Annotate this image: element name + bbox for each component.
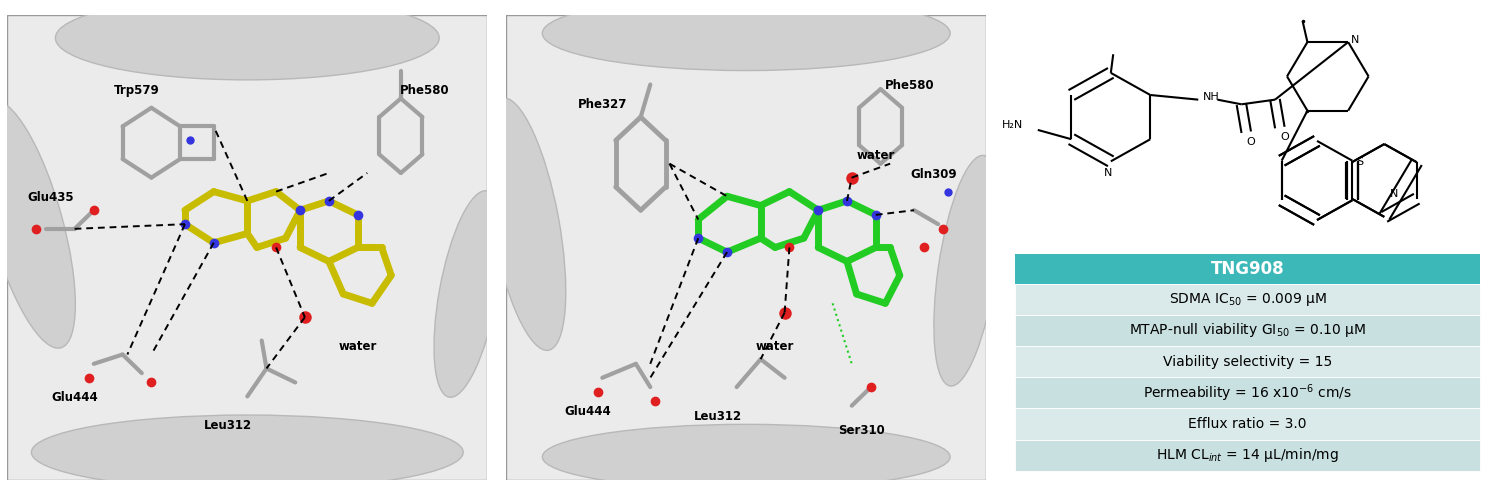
- Ellipse shape: [0, 100, 76, 348]
- Text: O: O: [1247, 137, 1256, 147]
- Text: Phe327: Phe327: [577, 98, 626, 111]
- Text: Permeability = 16 x10$^{-6}$ cm/s: Permeability = 16 x10$^{-6}$ cm/s: [1143, 382, 1353, 404]
- Text: Viability selectivity = 15: Viability selectivity = 15: [1164, 355, 1332, 368]
- Bar: [1015, 409, 1481, 440]
- Text: N: N: [1104, 168, 1113, 178]
- Ellipse shape: [934, 155, 1000, 386]
- Text: water: water: [857, 149, 894, 162]
- Bar: [1015, 284, 1481, 315]
- Text: SDMA IC$_{50}$ = 0.009 μM: SDMA IC$_{50}$ = 0.009 μM: [1168, 291, 1327, 308]
- Text: MTAP-null viability GI$_{50}$ = 0.10 μM: MTAP-null viability GI$_{50}$ = 0.10 μM: [1129, 321, 1366, 340]
- Ellipse shape: [434, 191, 501, 397]
- Text: N: N: [1390, 190, 1399, 199]
- Text: HLM CL$_{int}$ = 14 μL/min/mg: HLM CL$_{int}$ = 14 μL/min/mg: [1156, 446, 1339, 465]
- Text: O: O: [1280, 132, 1289, 142]
- Text: Phe580: Phe580: [884, 79, 934, 92]
- Text: Gln309: Gln309: [911, 168, 957, 181]
- Text: Trp579: Trp579: [115, 84, 159, 97]
- Text: S: S: [1357, 157, 1364, 167]
- Text: TNG908: TNG908: [1211, 260, 1284, 278]
- Text: Leu312: Leu312: [204, 419, 251, 432]
- Ellipse shape: [542, 424, 951, 490]
- Text: Phe580: Phe580: [400, 84, 449, 97]
- Text: Glu444: Glu444: [51, 391, 98, 404]
- Bar: [1015, 440, 1481, 471]
- Bar: [1015, 377, 1481, 409]
- Text: NH: NH: [1204, 92, 1220, 102]
- Ellipse shape: [542, 0, 951, 71]
- Ellipse shape: [485, 98, 565, 350]
- Bar: [1015, 346, 1481, 377]
- Text: H₂N: H₂N: [1001, 120, 1024, 130]
- Bar: [1015, 254, 1481, 284]
- Text: Glu435: Glu435: [27, 191, 74, 204]
- Text: water: water: [756, 340, 795, 353]
- Text: Efflux ratio = 3.0: Efflux ratio = 3.0: [1189, 417, 1306, 431]
- Text: water: water: [338, 340, 376, 353]
- Ellipse shape: [31, 415, 463, 490]
- Ellipse shape: [55, 0, 439, 80]
- Text: N: N: [1351, 35, 1359, 45]
- Text: Leu312: Leu312: [693, 410, 741, 423]
- Text: Ser310: Ser310: [838, 424, 885, 437]
- Bar: [1015, 315, 1481, 346]
- Text: Glu444: Glu444: [564, 405, 612, 418]
